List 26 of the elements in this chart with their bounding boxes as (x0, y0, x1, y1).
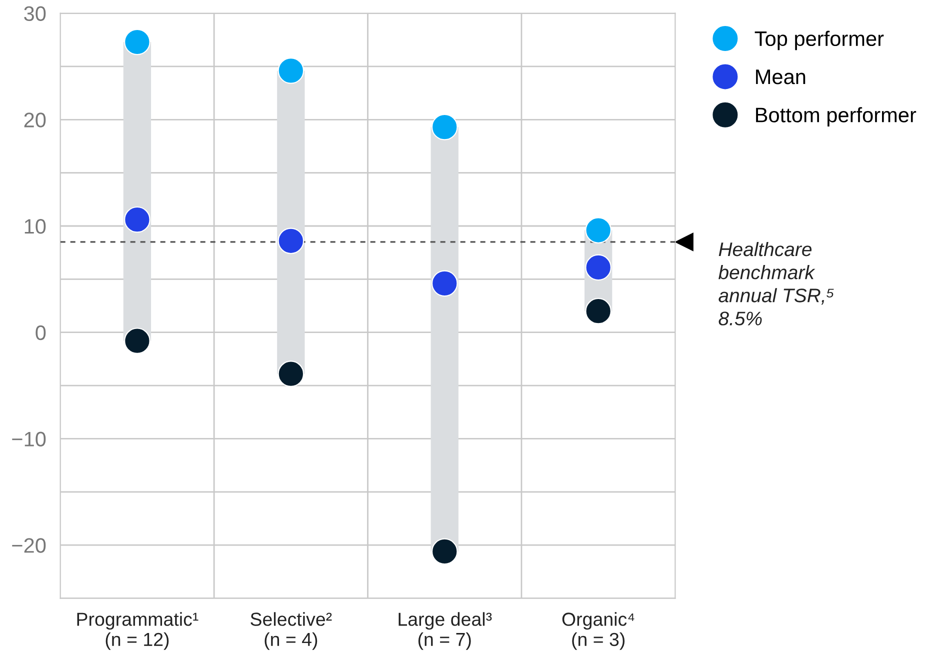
point (431, 538, 458, 565)
y-tick-label: −10 (12, 432, 46, 446)
point (124, 328, 150, 354)
point (585, 217, 612, 244)
x-tick-label: Programmatic¹ (n = 12) (77, 612, 198, 650)
bar (430, 127, 458, 552)
x-tick-label: Selective² (n = 4) (250, 612, 332, 650)
point (278, 228, 304, 254)
x-tick-label: Organic⁴ (n = 3) (562, 612, 634, 650)
y-tick-label: −20 (12, 538, 46, 553)
ref-line-label: Healthcare benchmark annual TSR,⁵ 8.5% (718, 242, 834, 326)
point (431, 270, 458, 297)
point (124, 28, 150, 56)
legend-label: Mean (756, 70, 806, 84)
legend-label: Bottom performer (756, 107, 916, 127)
y-tick-label: 0 (36, 325, 46, 340)
legend-label: Top performer (754, 30, 884, 50)
y-tick-label: 20 (24, 112, 46, 128)
point (585, 298, 612, 324)
y-tick-label: 10 (24, 219, 46, 234)
point (278, 58, 304, 84)
y-tick-label: 30 (24, 6, 46, 22)
point (431, 114, 458, 140)
point (278, 360, 304, 388)
x-tick-label: Large deal³ (n = 7) (398, 612, 492, 650)
point (124, 206, 150, 233)
